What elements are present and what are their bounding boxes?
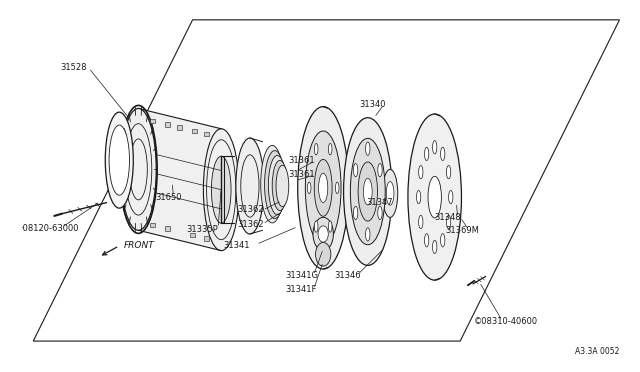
Polygon shape (150, 119, 156, 123)
Ellipse shape (387, 182, 394, 205)
Polygon shape (138, 109, 221, 251)
Text: 31341G: 31341G (285, 271, 318, 280)
Ellipse shape (314, 221, 318, 232)
Text: 31346: 31346 (334, 271, 361, 280)
Ellipse shape (433, 240, 437, 254)
Ellipse shape (314, 160, 332, 216)
Ellipse shape (236, 138, 264, 234)
Text: 31528: 31528 (61, 63, 87, 72)
Text: 31347: 31347 (366, 198, 392, 207)
Ellipse shape (316, 243, 331, 266)
Ellipse shape (440, 147, 445, 161)
Ellipse shape (419, 166, 423, 179)
Ellipse shape (305, 131, 341, 245)
Ellipse shape (440, 234, 445, 247)
Text: 31369M: 31369M (445, 226, 479, 235)
Polygon shape (177, 125, 182, 129)
Ellipse shape (204, 129, 239, 251)
Polygon shape (189, 232, 195, 237)
Ellipse shape (105, 112, 133, 208)
Text: ·08120-63000: ·08120-63000 (20, 224, 79, 233)
Ellipse shape (328, 144, 332, 155)
Ellipse shape (276, 165, 289, 206)
Text: FRONT: FRONT (124, 241, 154, 250)
Text: 31362: 31362 (237, 205, 264, 215)
Ellipse shape (260, 145, 284, 223)
Text: ©08310-40600: ©08310-40600 (474, 317, 538, 326)
Ellipse shape (353, 163, 358, 177)
Ellipse shape (424, 234, 429, 247)
Ellipse shape (313, 217, 333, 251)
Ellipse shape (109, 125, 129, 195)
Ellipse shape (298, 107, 349, 269)
Ellipse shape (428, 176, 442, 218)
Ellipse shape (364, 178, 372, 205)
Ellipse shape (417, 190, 420, 204)
Text: 31361: 31361 (288, 170, 315, 179)
Ellipse shape (344, 118, 392, 265)
Text: 31340: 31340 (360, 100, 386, 109)
Ellipse shape (408, 114, 461, 280)
Ellipse shape (319, 173, 328, 202)
Text: A3.3A 0052: A3.3A 0052 (575, 347, 620, 356)
Polygon shape (204, 236, 209, 241)
Ellipse shape (264, 151, 285, 219)
Ellipse shape (383, 169, 397, 217)
Ellipse shape (449, 190, 453, 204)
Ellipse shape (353, 206, 358, 219)
Ellipse shape (419, 215, 423, 229)
Ellipse shape (433, 141, 437, 154)
Ellipse shape (307, 182, 311, 193)
Ellipse shape (335, 182, 339, 193)
Ellipse shape (447, 166, 451, 179)
Text: 31361: 31361 (288, 156, 315, 166)
Ellipse shape (318, 226, 328, 242)
Polygon shape (33, 20, 620, 341)
Ellipse shape (424, 147, 429, 161)
Text: 31650: 31650 (156, 193, 182, 202)
Ellipse shape (365, 142, 370, 155)
Ellipse shape (447, 215, 451, 229)
Text: 31348: 31348 (435, 213, 461, 222)
Ellipse shape (358, 162, 378, 221)
Polygon shape (165, 227, 170, 231)
Ellipse shape (272, 160, 287, 211)
Ellipse shape (314, 144, 318, 155)
Ellipse shape (211, 156, 231, 223)
Ellipse shape (120, 109, 156, 230)
Text: 31335P: 31335P (186, 225, 218, 234)
Text: 31341F: 31341F (285, 285, 316, 294)
Ellipse shape (268, 155, 286, 215)
Text: 31362: 31362 (237, 220, 264, 229)
Ellipse shape (328, 221, 332, 232)
Ellipse shape (378, 163, 382, 177)
Ellipse shape (378, 206, 382, 219)
Text: 31341: 31341 (223, 241, 250, 250)
Polygon shape (192, 129, 197, 133)
Polygon shape (165, 122, 170, 126)
Polygon shape (150, 223, 156, 227)
Ellipse shape (350, 138, 385, 245)
Polygon shape (204, 132, 209, 136)
Ellipse shape (365, 228, 370, 241)
